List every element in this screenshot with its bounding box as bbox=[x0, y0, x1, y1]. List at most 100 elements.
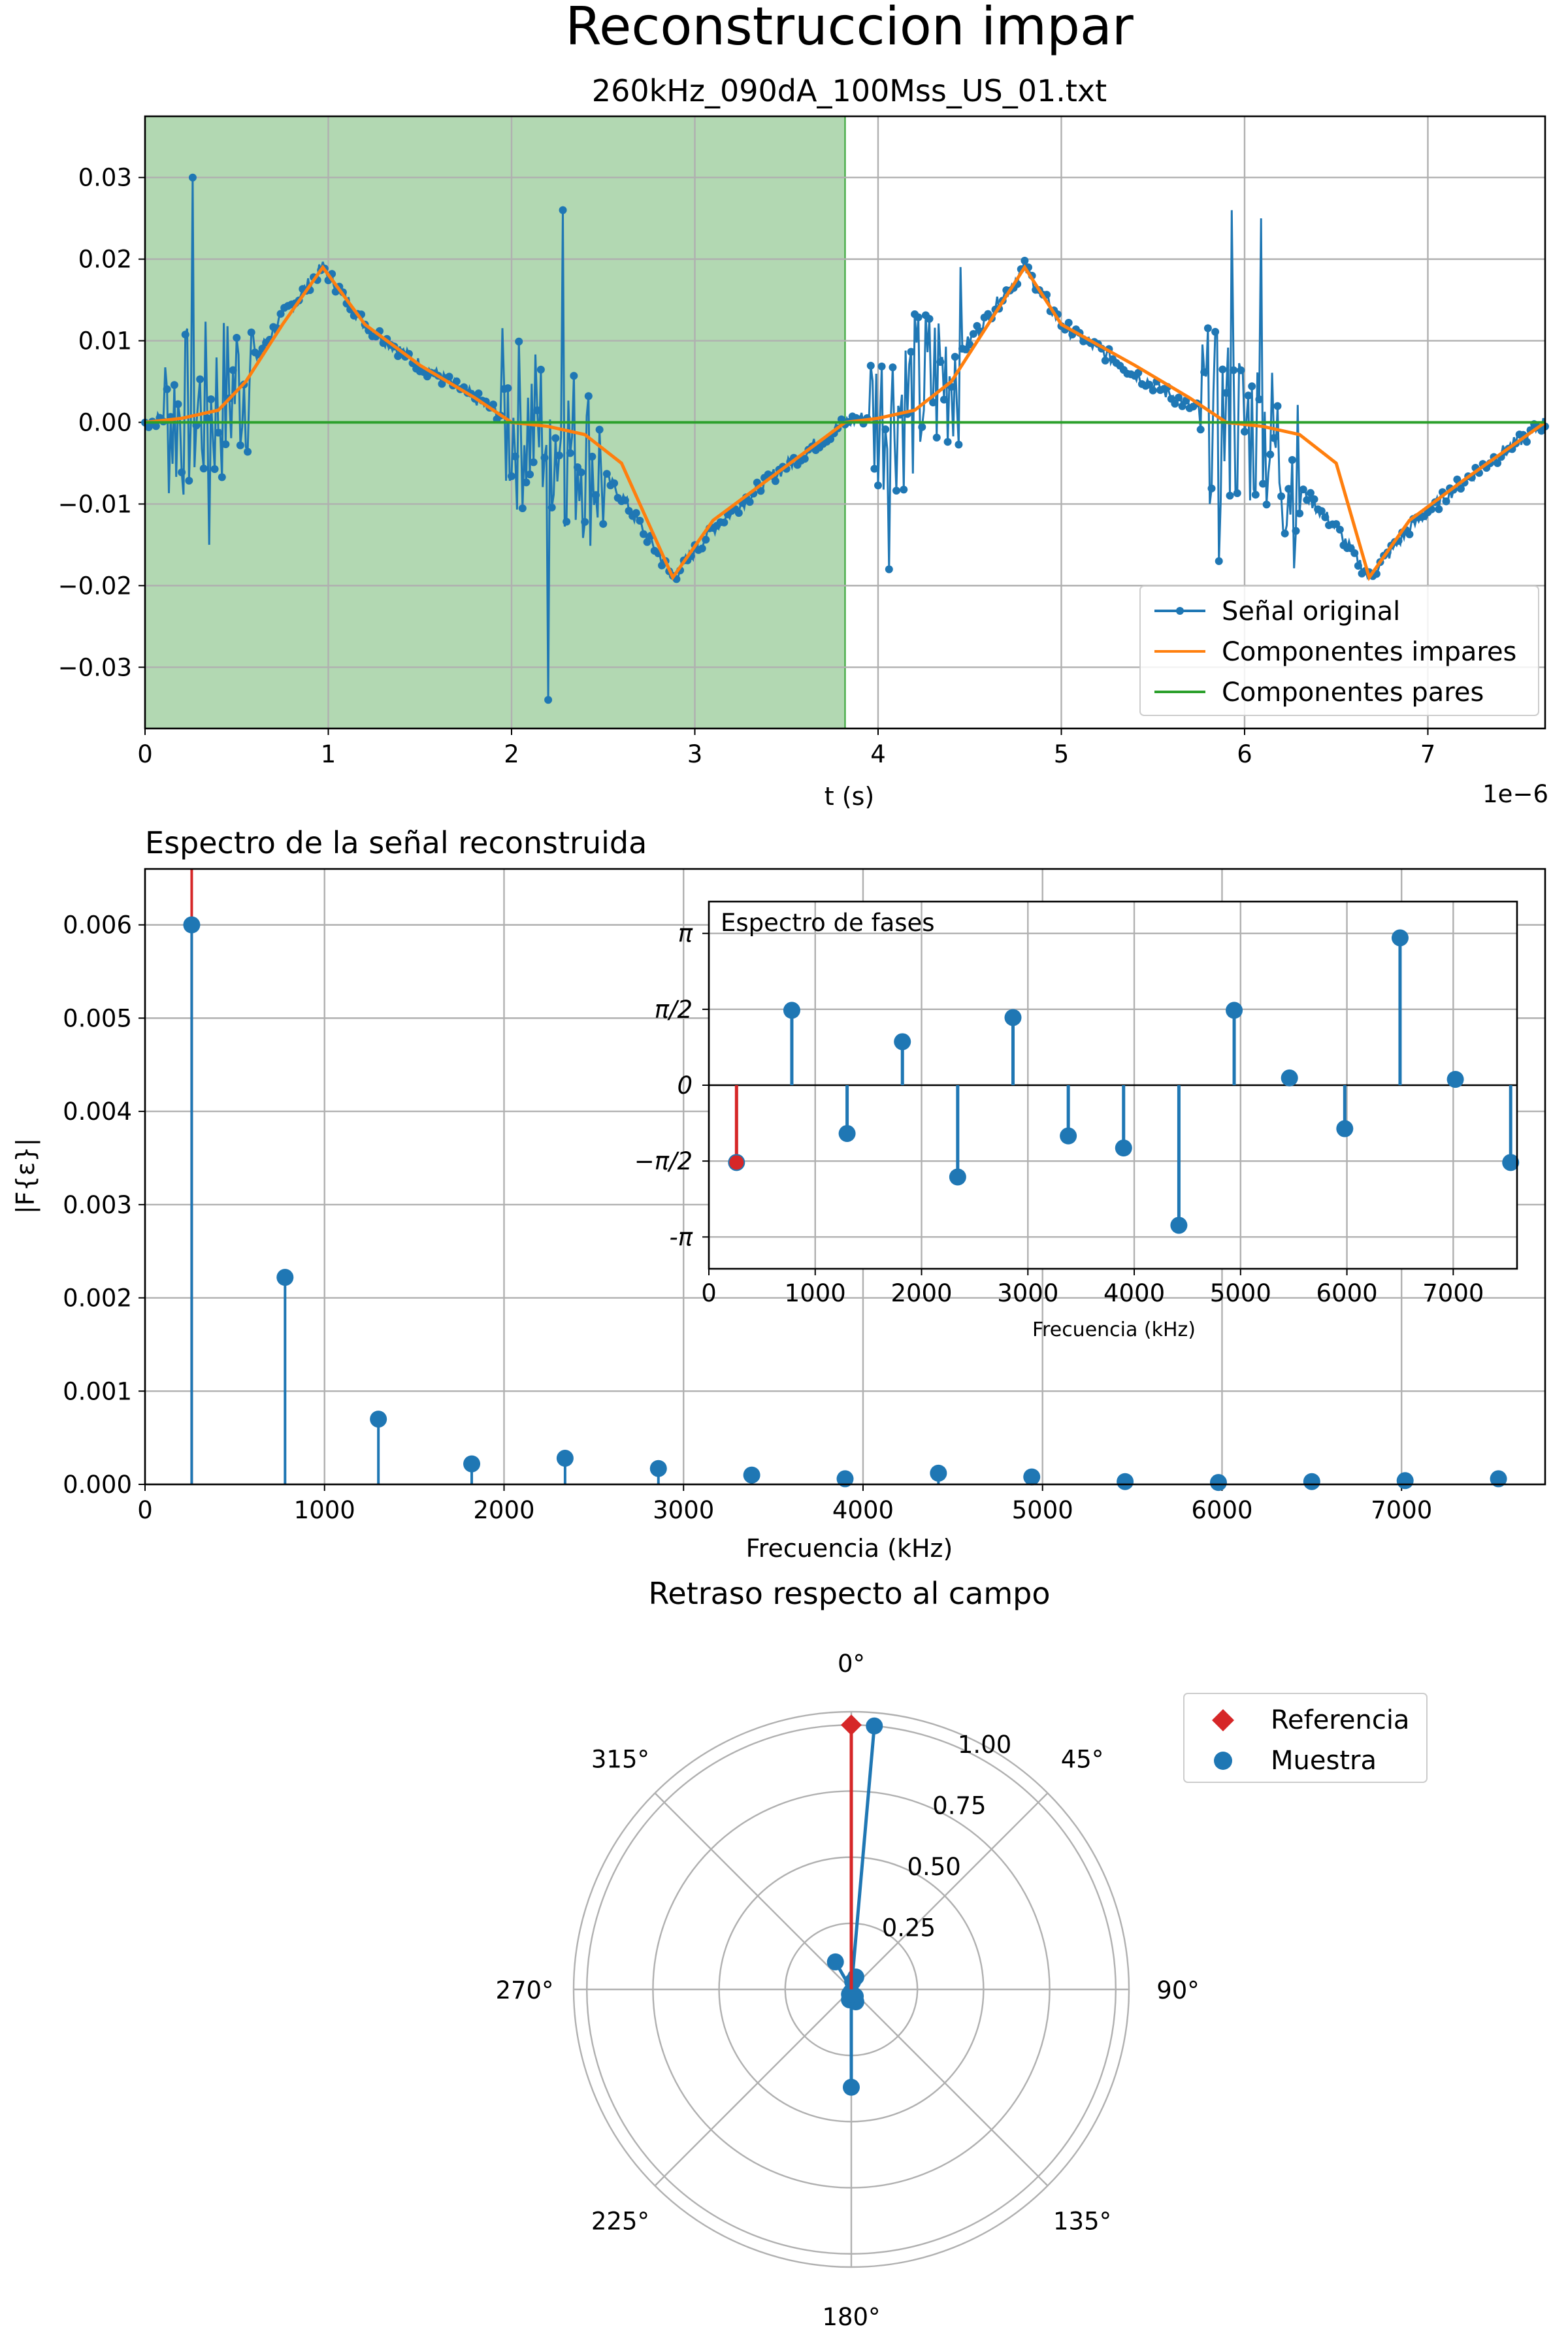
phase-marker bbox=[894, 1033, 911, 1051]
series-original-point bbox=[233, 334, 241, 342]
series-original-point bbox=[610, 479, 619, 487]
series-original-point bbox=[174, 400, 182, 408]
series-original-point bbox=[1522, 438, 1531, 446]
panel1-frame bbox=[144, 115, 1546, 730]
y-tick-label: -π bbox=[669, 1223, 693, 1251]
series-original-point bbox=[885, 565, 893, 574]
series-original-point bbox=[507, 472, 515, 480]
series-original-point bbox=[745, 498, 754, 506]
series-original-point bbox=[563, 517, 571, 526]
series-original-point bbox=[170, 381, 178, 389]
x-tick-label: 3 bbox=[687, 740, 703, 768]
legend-entry: Señal original bbox=[1222, 596, 1400, 627]
series-original-point bbox=[1299, 485, 1307, 494]
x-tick-label: 0 bbox=[137, 1496, 153, 1524]
series-original-point bbox=[229, 366, 237, 374]
series-original-point bbox=[1021, 257, 1029, 265]
y-tick-label: 0.002 bbox=[63, 1284, 132, 1313]
phase-marker bbox=[1502, 1154, 1520, 1171]
series-original-point bbox=[566, 449, 574, 457]
series-original-point bbox=[203, 414, 212, 423]
stem-marker bbox=[1303, 1473, 1320, 1490]
series-original-point bbox=[1354, 561, 1362, 570]
stem-marker bbox=[1209, 1474, 1227, 1492]
stem-marker bbox=[463, 1455, 481, 1473]
series-original-point bbox=[826, 435, 835, 444]
x-tick-label: 5000 bbox=[1210, 1279, 1271, 1307]
series-original-point bbox=[1317, 507, 1326, 515]
angular-gridline bbox=[851, 1792, 1049, 1990]
y-tick-label: 0.03 bbox=[78, 164, 132, 192]
stem-marker bbox=[556, 1450, 574, 1467]
series-original-point bbox=[185, 476, 193, 485]
series-original-point bbox=[1251, 491, 1260, 499]
sample-marker bbox=[866, 1717, 883, 1735]
series-original-point bbox=[973, 321, 981, 330]
angle-label: 270° bbox=[495, 1976, 553, 2004]
series-original-point bbox=[244, 448, 252, 456]
legend-marker bbox=[1176, 607, 1184, 615]
phase-marker bbox=[1060, 1127, 1077, 1145]
x-tick-label: 7000 bbox=[1422, 1279, 1484, 1307]
series-original-point bbox=[199, 465, 208, 473]
series-original-point bbox=[1200, 368, 1209, 376]
x-tick-label: 1000 bbox=[294, 1496, 355, 1524]
series-original-point bbox=[1269, 434, 1278, 442]
legend-entry: Componentes impares bbox=[1222, 637, 1516, 667]
series-original-point bbox=[1350, 549, 1359, 557]
phase-marker bbox=[1391, 929, 1409, 947]
phase-marker bbox=[1281, 1069, 1298, 1086]
series-original-point bbox=[881, 425, 890, 434]
series-original-point bbox=[1207, 484, 1216, 493]
x-tick-label: 6 bbox=[1237, 740, 1252, 768]
x-tick-label: 0 bbox=[701, 1279, 717, 1307]
series-original-point bbox=[1303, 496, 1311, 504]
series-original-point bbox=[1442, 497, 1450, 506]
y-tick-label: 0.01 bbox=[78, 327, 132, 355]
series-original-point bbox=[1453, 475, 1462, 483]
series-original-point bbox=[702, 535, 710, 544]
series-original-point bbox=[1405, 530, 1414, 538]
series-original-point bbox=[181, 331, 189, 339]
series-original-point bbox=[144, 423, 153, 431]
phase-reference-marker bbox=[729, 1155, 744, 1170]
series-original-point bbox=[1277, 492, 1286, 500]
stem-marker bbox=[1396, 1472, 1414, 1490]
series-original-point bbox=[1332, 520, 1341, 529]
x-tick-label: 5000 bbox=[1012, 1496, 1073, 1524]
sample-marker bbox=[826, 1953, 844, 1970]
y-tick-label: 0.004 bbox=[63, 1098, 132, 1126]
stem-marker bbox=[183, 916, 201, 934]
series-original-point bbox=[1255, 395, 1264, 404]
series-original-point bbox=[1244, 391, 1252, 400]
series-original-point bbox=[214, 429, 223, 437]
sample-stem bbox=[849, 1725, 876, 1990]
y-tick-label: π bbox=[678, 920, 693, 948]
series-original-point bbox=[581, 517, 589, 526]
series-original-point bbox=[196, 375, 204, 384]
y-tick-label: 0.000 bbox=[63, 1471, 132, 1499]
series-original-point bbox=[621, 496, 629, 504]
y-tick-label: −0.03 bbox=[58, 653, 132, 681]
series-original-point bbox=[943, 438, 952, 446]
panel1-xlabel: t (s) bbox=[825, 782, 874, 811]
series-original-point bbox=[1292, 527, 1300, 535]
series-original-point bbox=[1296, 509, 1304, 517]
y-tick-label: −0.01 bbox=[58, 490, 132, 518]
y-tick-label: 0.00 bbox=[78, 409, 132, 437]
inset-frame bbox=[708, 900, 1518, 1270]
x-tick-label: 2000 bbox=[890, 1279, 952, 1307]
series-original-point bbox=[955, 440, 963, 449]
series-original-point bbox=[544, 696, 553, 704]
stem-marker bbox=[743, 1466, 760, 1484]
series-original-point bbox=[188, 173, 197, 182]
series-original-point bbox=[1310, 495, 1318, 504]
series-original-point bbox=[1262, 500, 1271, 509]
series-original-point bbox=[698, 544, 706, 553]
series-original-point bbox=[592, 491, 600, 499]
x-tick-label: 2000 bbox=[473, 1496, 534, 1524]
series-original-point bbox=[757, 487, 765, 495]
series-original-point bbox=[632, 509, 640, 517]
series-original-point bbox=[936, 358, 945, 367]
